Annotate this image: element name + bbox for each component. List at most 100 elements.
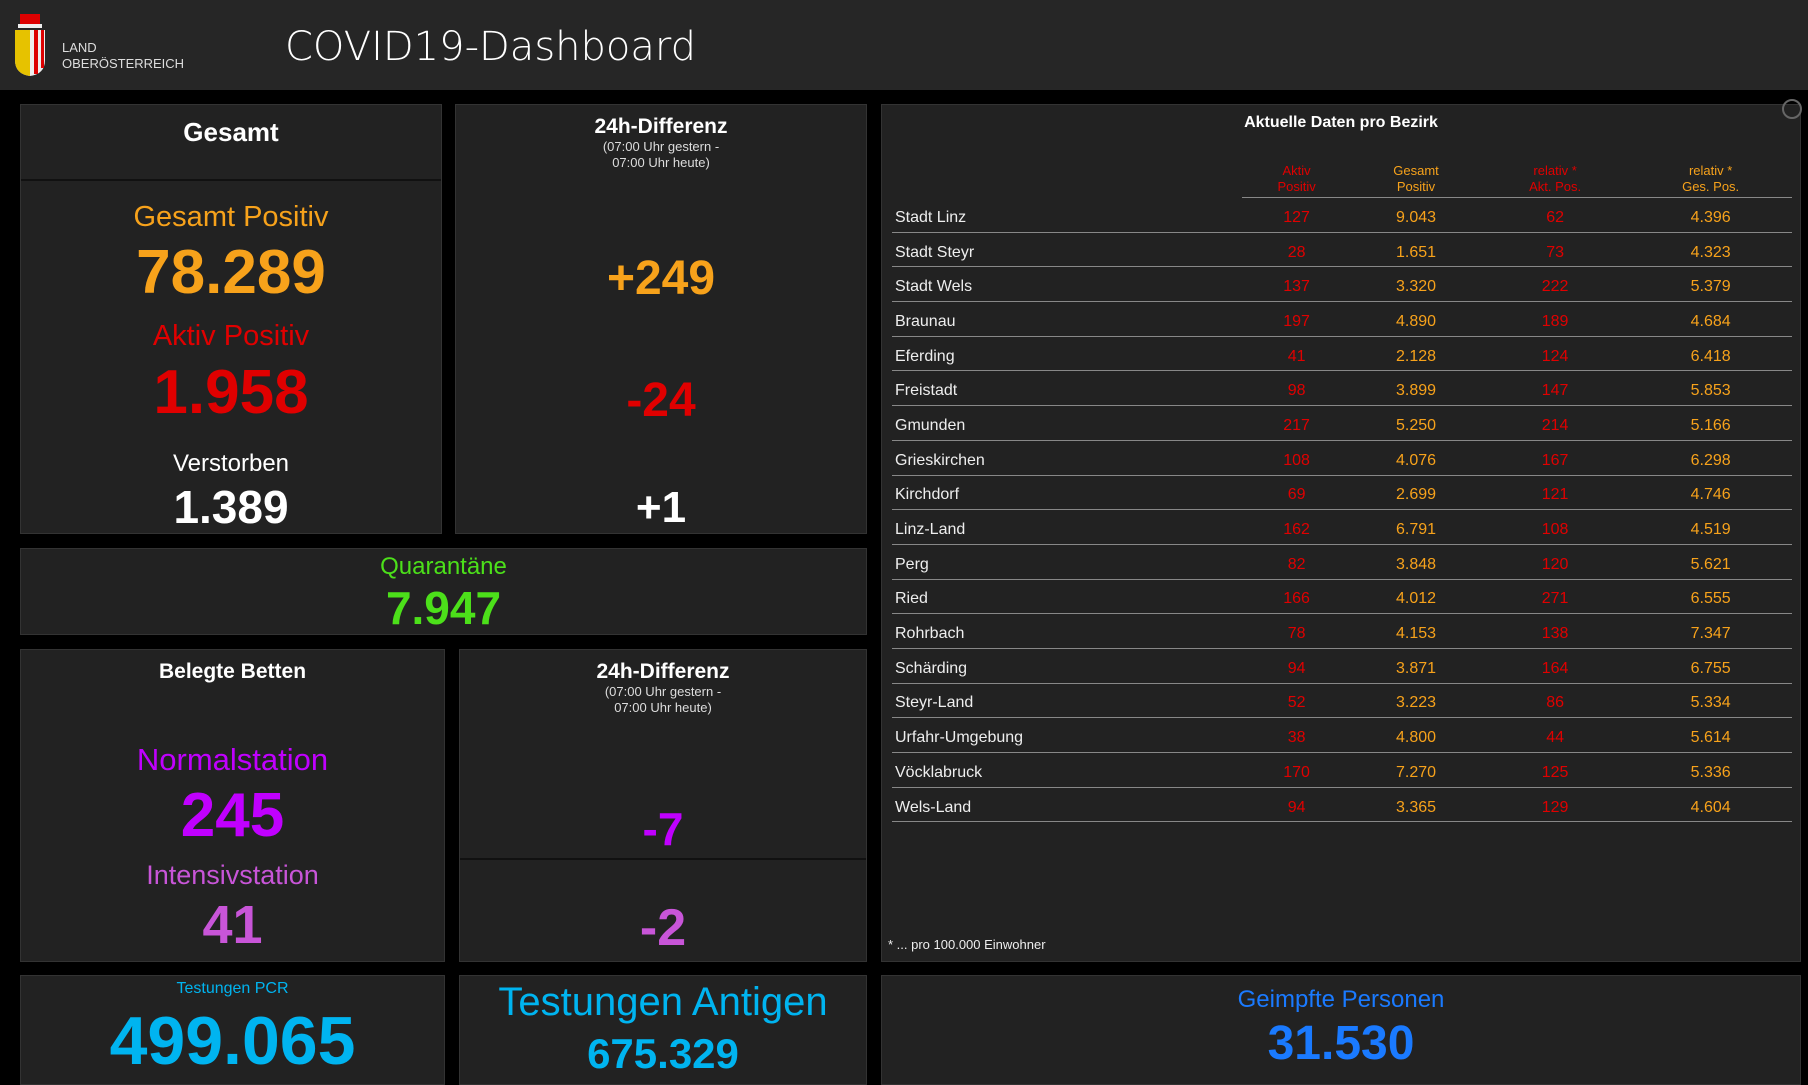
district-name: Perg [892, 544, 1242, 580]
verstorben-value: 1.389 [173, 481, 289, 533]
diff2-normal: -7 [642, 803, 684, 855]
district-value: 4.153 [1351, 613, 1481, 649]
expand-icon[interactable] [1782, 99, 1802, 119]
district-value: 5.336 [1629, 752, 1792, 788]
table-row: Kirchdorf 69 2.699 121 4.746 [892, 475, 1792, 511]
intensivstation-value: 41 [202, 895, 263, 955]
antigen-panel: Testungen Antigen 675.329 [459, 975, 867, 1085]
district-name: Kirchdorf [892, 475, 1242, 511]
district-name: Urfahr-Umgebung [892, 717, 1242, 753]
district-value: 5.250 [1351, 405, 1481, 441]
district-value: 271 [1480, 579, 1630, 615]
district-name: Gmunden [892, 405, 1242, 441]
gesamt-title: Gesamt [183, 117, 279, 147]
district-value: 69 [1242, 475, 1352, 511]
district-value: 6.298 [1629, 440, 1792, 476]
district-value: 5.334 [1629, 683, 1792, 719]
table-row: Eferding 41 2.128 124 6.418 [892, 336, 1792, 372]
district-value: 6.791 [1351, 509, 1481, 545]
table-row: Schärding 94 3.871 164 6.755 [892, 648, 1792, 684]
district-value: 4.076 [1351, 440, 1481, 476]
district-value: 41 [1242, 336, 1352, 372]
table-row: Wels-Land 94 3.365 129 4.604 [892, 787, 1792, 823]
district-name: Linz-Land [892, 509, 1242, 545]
table-row: Vöcklabruck 170 7.270 125 5.336 [892, 752, 1792, 788]
district-value: 5.621 [1629, 544, 1792, 580]
diff2-sub1: (07:00 Uhr gestern - [604, 684, 722, 699]
district-name: Wels-Land [892, 787, 1242, 823]
district-value: 127 [1242, 197, 1352, 233]
district-value: 222 [1480, 266, 1630, 303]
district-value: 189 [1480, 301, 1630, 337]
logo-line2: OBERÖSTERREICH [62, 56, 185, 71]
district-value: 98 [1242, 370, 1352, 407]
geimpft-panel: Geimpfte Personen 31.530 [881, 975, 1801, 1085]
geimpft-label: Geimpfte Personen [1237, 986, 1445, 1013]
diff1-title: 24h-Differenz [594, 115, 728, 138]
diff1-aktiv: -24 [626, 374, 696, 427]
district-value: 5.853 [1629, 370, 1792, 407]
district-name: Braunau [892, 301, 1242, 337]
district-value: 108 [1242, 440, 1352, 476]
district-value: 7.347 [1629, 613, 1792, 649]
district-value: 166 [1242, 579, 1352, 615]
diff1-verstorben: +1 [635, 483, 687, 532]
district-value: 4.396 [1629, 197, 1792, 233]
normalstation-value: 245 [180, 781, 285, 850]
header: LAND OBERÖSTERREICH COVID19-Dashboard [0, 0, 1808, 90]
table-row: Stadt Steyr 28 1.651 73 4.323 [892, 232, 1792, 268]
table-row: Steyr-Land 52 3.223 86 5.334 [892, 683, 1792, 719]
betten-title: Belegte Betten [158, 660, 307, 683]
geimpft-value: 31.530 [1267, 1017, 1415, 1070]
district-value: 4.890 [1351, 301, 1481, 337]
logo-line1: LAND [62, 40, 97, 55]
coat-of-arms-logo [15, 14, 45, 76]
district-name: Stadt Linz [892, 197, 1242, 233]
district-value: 6.755 [1629, 648, 1792, 684]
normalstation-label: Normalstation [136, 742, 329, 777]
district-value: 6.555 [1629, 579, 1792, 615]
aktiv-positiv-label: Aktiv Positiv [152, 320, 310, 352]
district-value: 3.320 [1351, 266, 1481, 303]
district-name: Eferding [892, 336, 1242, 372]
district-name: Freistadt [892, 370, 1242, 407]
diff1-positiv: +249 [606, 252, 716, 305]
district-value: 78 [1242, 613, 1352, 649]
table-header-row: Aktiv Positiv Gesamt Positiv relativ * Akt.… [892, 163, 1792, 198]
district-value: 94 [1242, 648, 1352, 684]
district-name: Grieskirchen [892, 440, 1242, 476]
diff-panel-2: 24h-Differenz (07:00 Uhr gestern - 07:00… [459, 649, 867, 962]
district-value: 137 [1242, 266, 1352, 303]
district-value: 62 [1480, 197, 1630, 233]
district-value: 86 [1480, 683, 1630, 719]
table-row: Freistadt 98 3.899 147 5.853 [892, 370, 1792, 407]
diff1-sub2: 07:00 Uhr heute) [612, 155, 710, 170]
district-value: 138 [1480, 613, 1630, 649]
table-row: Linz-Land 162 6.791 108 4.519 [892, 509, 1792, 545]
district-value: 2.128 [1351, 336, 1481, 372]
table-row: Urfahr-Umgebung 38 4.800 44 5.614 [892, 717, 1792, 753]
district-value: 164 [1480, 648, 1630, 684]
diff2-sub2: 07:00 Uhr heute) [614, 700, 712, 715]
district-value: 4.746 [1629, 475, 1792, 511]
col-gesamt-positiv: Gesamt Positiv [1351, 163, 1481, 198]
logo-text: LAND OBERÖSTERREICH [62, 40, 184, 72]
district-value: 4.519 [1629, 509, 1792, 545]
district-value: 167 [1480, 440, 1630, 476]
col-relativ-akt: relativ * Akt. Pos. [1480, 163, 1630, 198]
district-value: 4.323 [1629, 232, 1792, 268]
district-value: 125 [1480, 752, 1630, 788]
gesamt-positiv-value: 78.289 [136, 238, 326, 307]
page-title: COVID19-Dashboard [285, 24, 697, 70]
district-value: 7.270 [1351, 752, 1481, 788]
diff2-intensiv: -2 [639, 899, 687, 957]
gesamt-positiv-label: Gesamt Positiv [133, 201, 329, 233]
pcr-value: 499.065 [109, 1003, 356, 1079]
verstorben-label: Verstorben [172, 450, 290, 477]
district-value: 108 [1480, 509, 1630, 545]
district-value: 5.166 [1629, 405, 1792, 441]
district-value: 3.871 [1351, 648, 1481, 684]
district-value: 38 [1242, 717, 1352, 753]
district-name: Rohrbach [892, 613, 1242, 649]
table-row: Grieskirchen 108 4.076 167 6.298 [892, 440, 1792, 476]
